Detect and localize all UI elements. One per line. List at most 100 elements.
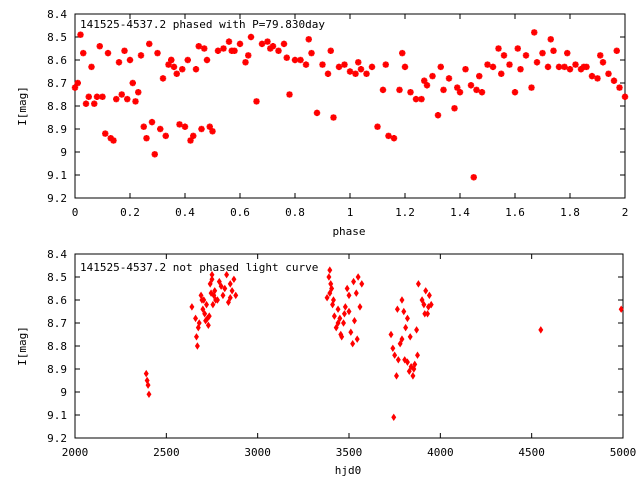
phased-data-point [264, 38, 271, 45]
phased-data-point [129, 79, 136, 87]
phased-data-point [506, 61, 513, 68]
phased-data-point [346, 68, 354, 75]
phased-data-point [181, 123, 189, 130]
unphased-data-point [414, 326, 420, 334]
unphased-data-point [419, 296, 425, 304]
unphased-data-point [348, 328, 354, 336]
phased-light-curve-panel: 141525-4537.2 phased with P=79.830day ph… [16, 8, 628, 238]
unphased-y-tick-label: 8.8 [47, 340, 67, 353]
phased-data-point [429, 72, 436, 80]
phased-data-point [484, 61, 491, 68]
phased-x-axis-label: phase [332, 225, 365, 238]
phased-data-point [456, 89, 464, 96]
phased-data-point [96, 43, 103, 50]
phased-data-point [206, 123, 213, 130]
unphased-data-point [346, 291, 352, 300]
unphased-data-point [233, 291, 239, 300]
unphased-data-point [390, 344, 396, 353]
phased-data-point [88, 63, 95, 71]
phased-data-point [247, 33, 255, 41]
unphased-data-point [231, 275, 237, 284]
phased-data-point [140, 123, 147, 130]
phased-data-point [157, 125, 164, 133]
phased-data-point [113, 95, 120, 103]
phased-data-point [476, 72, 483, 80]
phased-data-point [341, 61, 348, 68]
phased-data-point [195, 43, 202, 50]
phased-data-point [80, 49, 87, 57]
phased-data-point [154, 49, 161, 57]
phased-data-point [352, 70, 359, 77]
unphased-chart-title: 141525-4537.2 not phased light curve [80, 261, 318, 274]
phased-data-point [313, 109, 321, 117]
unphased-data-point [423, 287, 429, 295]
phased-data-point [470, 174, 477, 181]
phased-data-point [146, 40, 153, 48]
phased-data-point [533, 59, 541, 66]
phased-data-point [498, 70, 505, 77]
phased-data-point [613, 47, 620, 54]
unphased-data-point [411, 365, 417, 373]
unphased-data-point [403, 323, 409, 332]
phased-x-tick-label: 0.6 [230, 206, 250, 219]
unphased-y-tick-label: 8.6 [47, 294, 67, 307]
unphased-y-tick-label: 9 [60, 386, 67, 399]
phased-data-point [390, 135, 398, 142]
phased-data-point [126, 56, 134, 64]
phased-data-point [242, 59, 249, 66]
unphased-data-point [331, 312, 337, 320]
unphased-y-tick-label: 9.1 [47, 409, 67, 422]
phased-data-point [489, 63, 497, 71]
unphased-data-point [227, 293, 233, 302]
unphased-data-point [344, 284, 350, 293]
unphased-data-point [355, 273, 361, 281]
unphased-data-point [395, 356, 401, 364]
phased-y-tick-label: 8.8 [47, 100, 67, 113]
phased-data-point [467, 82, 475, 89]
unphased-data-point [204, 300, 210, 309]
phased-data-point [495, 45, 502, 52]
phased-data-point [74, 79, 81, 87]
phased-data-point [621, 93, 629, 100]
phased-data-point [198, 125, 205, 133]
unphased-data-point [189, 303, 195, 311]
phased-data-point [135, 89, 142, 96]
unphased-data-point [338, 330, 344, 339]
unphased-data-point [227, 280, 233, 288]
phased-data-point [561, 63, 568, 71]
phased-data-point [187, 137, 194, 144]
unphased-y-tick-label: 8.4 [47, 248, 67, 261]
unphased-data-point [421, 300, 427, 309]
phased-data-point [190, 132, 197, 140]
unphased-data-point [426, 291, 432, 300]
phased-data-point [572, 61, 579, 68]
phased-data-point [173, 70, 180, 77]
phased-data-point [473, 86, 480, 94]
phased-y-tick-label: 8.4 [47, 8, 67, 21]
phased-data-point [82, 100, 90, 107]
phased-data-point [500, 52, 508, 59]
unphased-x-tick-label: 3500 [336, 446, 363, 459]
phased-data-point [363, 70, 370, 77]
unphased-y-tick-label: 8.9 [47, 363, 67, 376]
phased-data-point [85, 93, 92, 100]
unphased-data-point [195, 323, 201, 332]
phased-plot-frame [74, 13, 626, 199]
phased-data-point [531, 29, 538, 36]
unphased-data-point [216, 277, 222, 286]
phased-data-point [228, 47, 235, 54]
phased-data-point [437, 63, 444, 71]
phased-data-point [308, 49, 315, 57]
unphased-data-point [327, 266, 333, 274]
phased-data-point [192, 66, 200, 73]
phased-x-tick-label: 0 [72, 206, 79, 219]
phased-data-point [203, 56, 211, 64]
phased-data-point [253, 98, 260, 105]
phased-data-point [440, 86, 447, 94]
unphased-light-curve-panel: 141525-4537.2 not phased light curve hjd… [16, 248, 636, 477]
unphased-data-point [351, 277, 357, 286]
unphased-data-point [202, 310, 208, 318]
unphased-x-axis-label: hjd0 [335, 464, 362, 477]
phased-data-point [418, 95, 425, 103]
unphased-data-point [212, 287, 218, 295]
